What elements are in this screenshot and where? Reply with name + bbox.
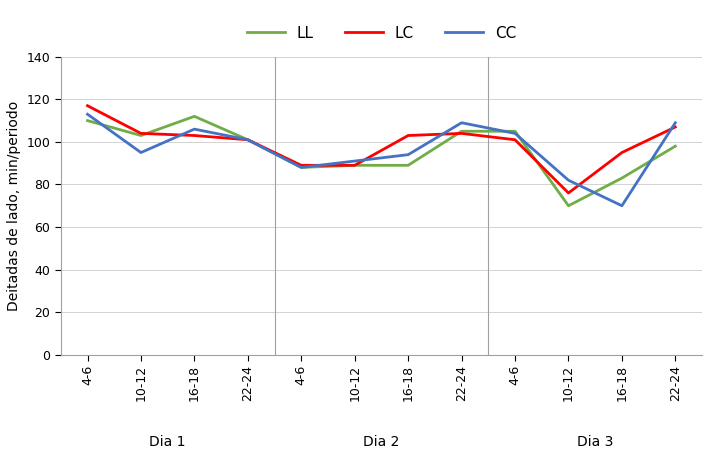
LL — [190, 114, 199, 119]
CC — [510, 131, 519, 136]
LL — [671, 143, 680, 149]
CC — [618, 203, 626, 209]
LC — [190, 132, 199, 138]
LL — [457, 128, 466, 134]
LC — [457, 131, 466, 136]
LC — [137, 131, 145, 136]
CC — [564, 177, 573, 183]
LC — [350, 163, 359, 168]
Text: Dia 1: Dia 1 — [150, 435, 186, 449]
Line: LL: LL — [87, 116, 676, 206]
LL — [244, 137, 252, 143]
LC — [618, 149, 626, 155]
LC — [510, 137, 519, 143]
CC — [83, 112, 91, 117]
LL — [618, 175, 626, 181]
CC — [297, 165, 306, 170]
Legend: LL, LC, CC: LL, LC, CC — [240, 20, 523, 47]
LL — [564, 203, 573, 209]
LC — [297, 163, 306, 168]
LL — [83, 118, 91, 123]
CC — [457, 120, 466, 126]
Line: LC: LC — [87, 106, 676, 193]
LC — [244, 137, 252, 143]
CC — [671, 120, 680, 126]
CC — [404, 152, 413, 158]
LC — [83, 103, 91, 109]
LL — [137, 132, 145, 138]
CC — [244, 137, 252, 143]
LC — [404, 132, 413, 138]
LL — [404, 163, 413, 168]
LL — [350, 163, 359, 168]
LL — [297, 165, 306, 170]
CC — [137, 149, 145, 155]
Text: Dia 2: Dia 2 — [363, 435, 400, 449]
LC — [564, 190, 573, 196]
LC — [671, 124, 680, 130]
CC — [190, 126, 199, 132]
LL — [510, 128, 519, 134]
CC — [350, 158, 359, 164]
Y-axis label: Deitadas de lado, min/periodo: Deitadas de lado, min/periodo — [7, 101, 21, 311]
Line: CC: CC — [87, 114, 676, 206]
Text: Dia 3: Dia 3 — [577, 435, 613, 449]
